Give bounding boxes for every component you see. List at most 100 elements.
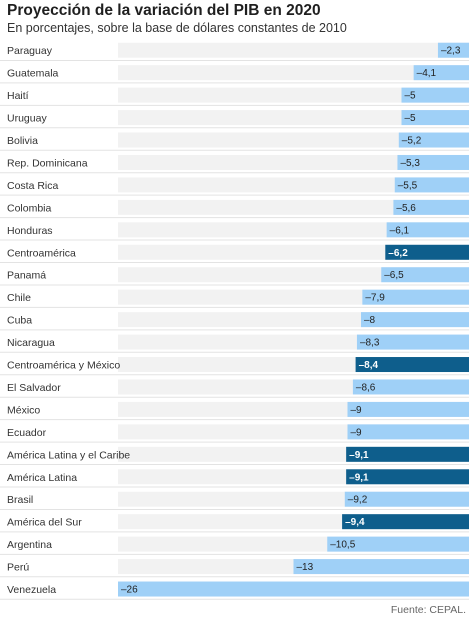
value-label: –8,6 <box>356 382 376 393</box>
bar-row: América del Sur –9,4 <box>0 514 469 533</box>
value-label: –5,5 <box>398 180 418 191</box>
source-note: Fuente: CEPAL. <box>390 604 466 616</box>
bar-row: Brasil –9,2 <box>0 491 469 510</box>
bar-track <box>118 199 469 215</box>
bar-row: El Salvador –8,6 <box>0 379 469 398</box>
bar-row: Panamá –6,5 <box>0 267 469 286</box>
bar-row: América Latina –9,1 <box>0 469 469 488</box>
chart-subtitle: En porcentajes, sobre la base de dólares… <box>7 21 347 35</box>
category-label: Nicaragua <box>7 337 55 349</box>
bar-row: Ecuador –9 <box>0 424 469 443</box>
bar-row: Centroamérica –6,2 <box>0 244 469 263</box>
bar-highlighted <box>346 469 469 485</box>
bar-track <box>118 87 469 103</box>
bar-row: Centroamérica y México –8,4 <box>0 357 469 376</box>
value-label: –8,4 <box>359 360 379 371</box>
bar-row: Honduras –6,1 <box>0 222 469 241</box>
value-label: –9,1 <box>349 472 369 483</box>
value-label: –9 <box>351 427 363 438</box>
bar-track <box>118 110 469 126</box>
bar-highlighted <box>355 357 469 373</box>
value-label: –4,1 <box>417 68 437 79</box>
bar-row: Chile –7,9 <box>0 289 469 308</box>
bar <box>393 199 469 215</box>
bar-track <box>118 154 469 170</box>
bar-row: Guatemala –4,1 <box>0 65 469 84</box>
bar <box>437 42 469 58</box>
value-label: –2,3 <box>441 46 461 57</box>
bar <box>398 132 469 148</box>
bar-track <box>118 42 469 58</box>
category-label: Colombia <box>7 202 52 214</box>
bar-row: Cuba –8 <box>0 312 469 331</box>
category-label: Chile <box>7 292 31 304</box>
bar-row: Bolivia –5,2 <box>0 132 469 151</box>
category-label: Brasil <box>7 494 33 506</box>
bar <box>344 491 469 507</box>
bar <box>381 267 469 283</box>
bar <box>347 401 469 417</box>
category-label: Paraguay <box>7 45 53 57</box>
category-label: El Salvador <box>7 382 61 394</box>
bar-row: Perú –13 <box>0 559 469 578</box>
category-label: América Latina y el Caribe <box>7 449 130 461</box>
category-label: Ecuador <box>7 427 47 439</box>
category-label: América del Sur <box>7 517 82 529</box>
bar <box>118 581 469 597</box>
value-label: –8 <box>364 315 376 326</box>
bar-track <box>118 65 469 81</box>
value-label: –10,5 <box>330 540 355 551</box>
bar-row: Rep. Dominicana –5,3 <box>0 154 469 174</box>
value-label: –6,2 <box>388 248 408 259</box>
category-label: Panamá <box>7 270 46 282</box>
category-label: Costa Rica <box>7 180 59 192</box>
value-label: –7,9 <box>365 293 385 304</box>
bar-highlighted <box>346 446 469 462</box>
category-label: Cuba <box>7 315 32 327</box>
value-label: –13 <box>297 562 314 573</box>
bar <box>394 177 469 193</box>
category-label: Rep. Dominicana <box>7 157 88 169</box>
bar-row: América Latina y el Caribe –9,1 <box>0 446 469 466</box>
category-label: Centroamérica <box>7 247 76 259</box>
bar-track <box>118 244 469 260</box>
bar-row: Costa Rica –5,5 <box>0 177 469 196</box>
bar <box>362 289 469 305</box>
bar-track <box>118 132 469 148</box>
bar-track <box>118 177 469 193</box>
bar-row: Paraguay –2,3 <box>0 42 469 61</box>
category-label: Bolivia <box>7 135 38 147</box>
bar <box>397 154 469 170</box>
value-label: –9,4 <box>345 517 365 528</box>
bar <box>361 312 469 328</box>
value-label: –5,2 <box>402 136 422 147</box>
bar-row: Uruguay –5 <box>0 110 469 129</box>
category-label: Argentina <box>7 539 52 551</box>
value-label: –5,6 <box>396 203 416 214</box>
value-label: –26 <box>121 585 138 596</box>
bar <box>352 379 469 395</box>
category-label: Guatemala <box>7 68 59 80</box>
value-label: –9 <box>351 405 363 416</box>
value-label: –5 <box>405 91 417 102</box>
bar <box>401 87 469 103</box>
bar <box>413 65 469 81</box>
category-label: Perú <box>7 562 29 574</box>
value-label: –8,3 <box>360 338 380 349</box>
value-label: –6,5 <box>384 270 404 281</box>
bar-row: Nicaragua –8,3 <box>0 334 469 353</box>
bar <box>347 424 469 440</box>
bar-highlighted <box>342 514 469 530</box>
category-label: Uruguay <box>7 113 47 125</box>
bar-row: México –9 <box>0 401 469 421</box>
bar <box>293 559 469 575</box>
category-label: Venezuela <box>7 584 56 596</box>
bar-row: Venezuela –26 <box>0 581 469 600</box>
bar-row: Argentina –10,5 <box>0 536 469 555</box>
value-label: –9,1 <box>349 450 369 461</box>
category-label: México <box>7 404 40 416</box>
bar-track <box>118 222 469 238</box>
value-label: –5 <box>405 113 417 124</box>
value-label: –6,1 <box>390 225 410 236</box>
